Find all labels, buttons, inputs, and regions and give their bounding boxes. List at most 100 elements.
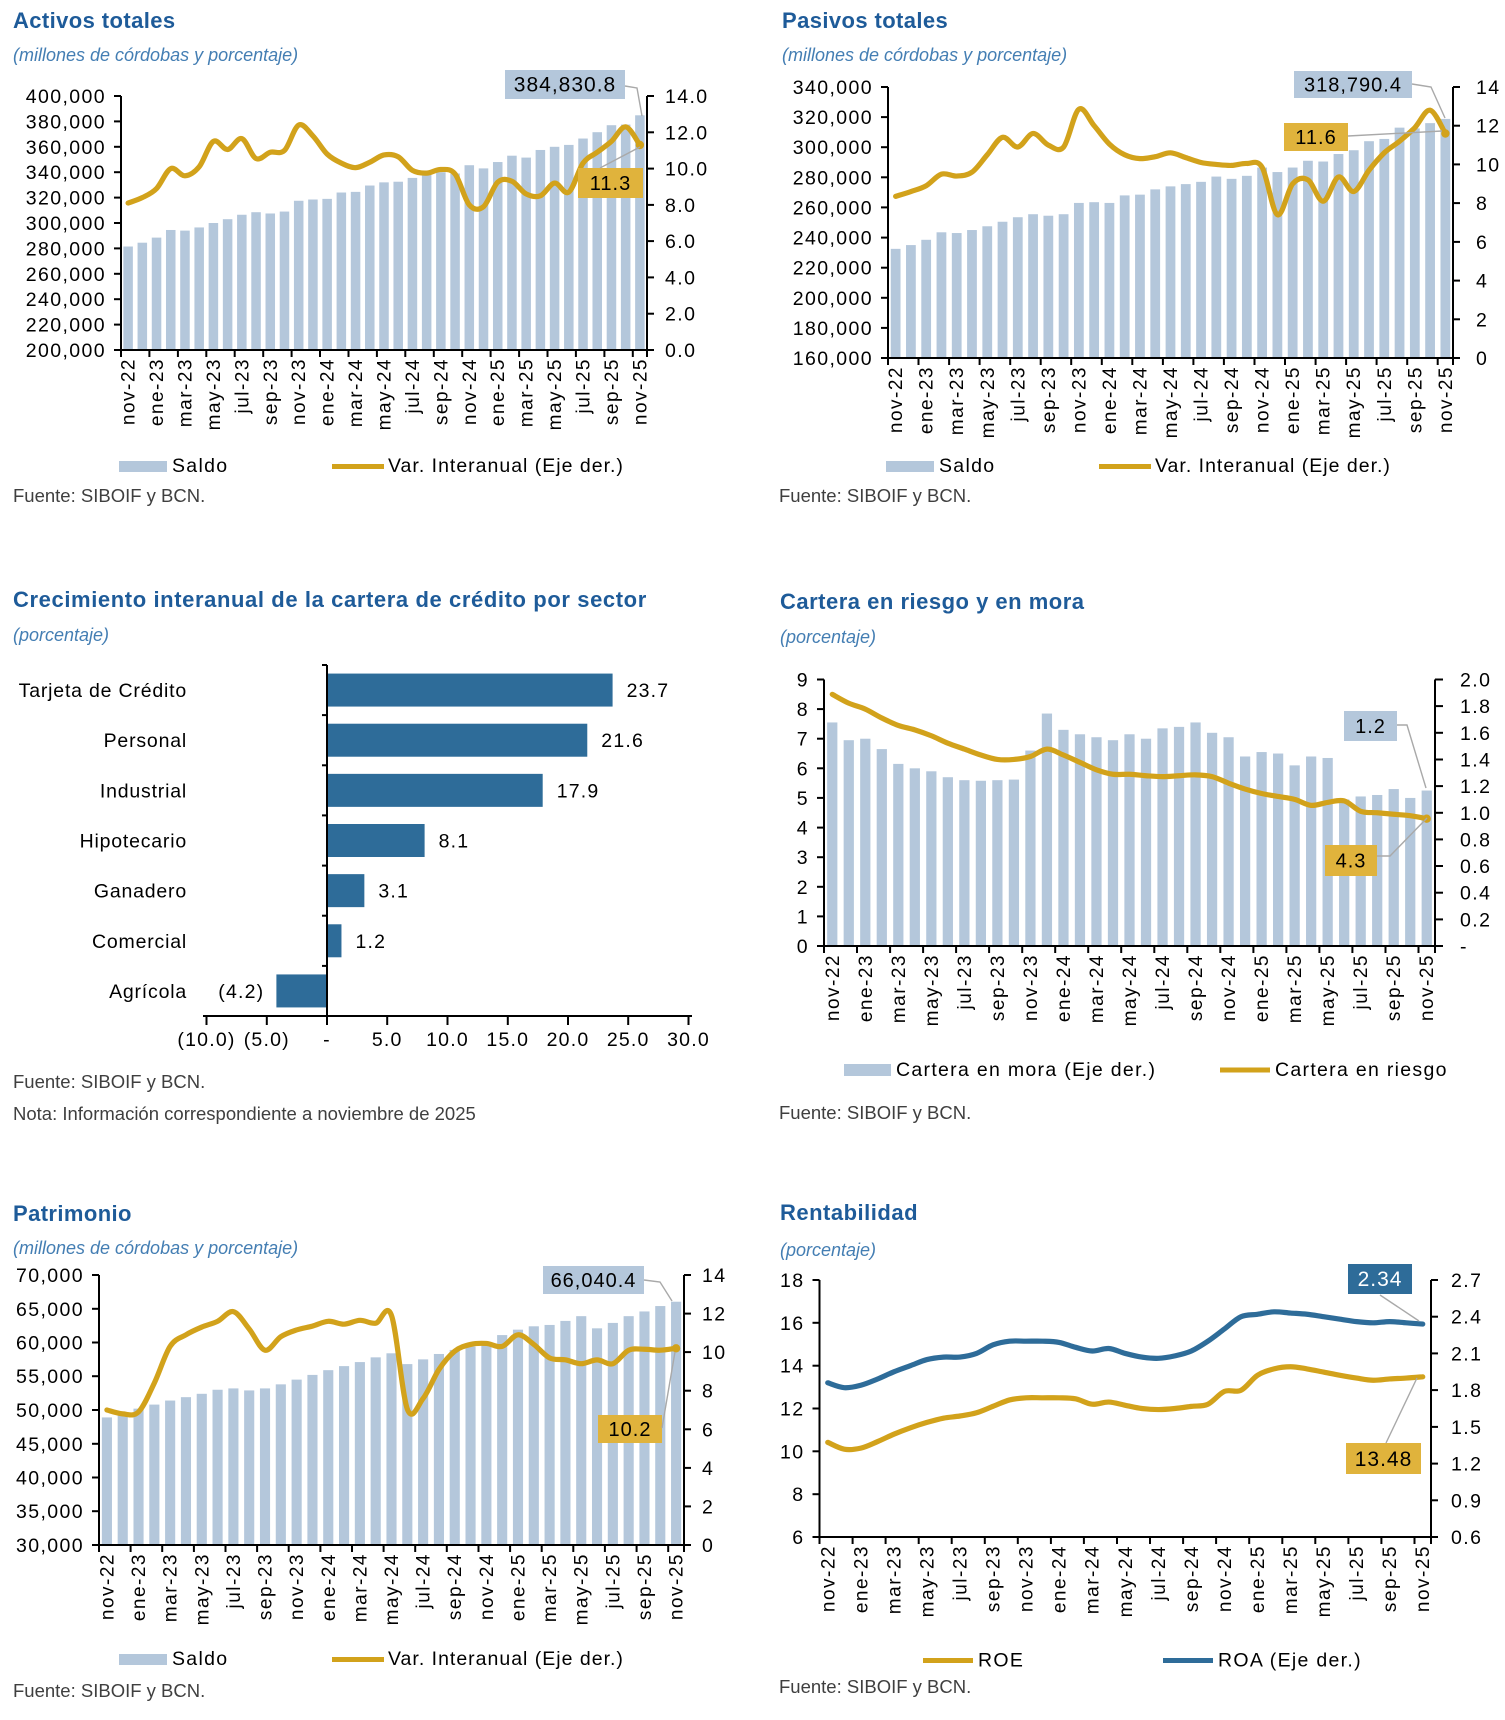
svg-text:may-23: may-23 <box>204 358 225 430</box>
svg-text:240,000: 240,000 <box>793 228 873 250</box>
svg-text:360,000: 360,000 <box>26 137 106 159</box>
svg-text:1.8: 1.8 <box>1460 696 1491 718</box>
svg-text:Pasivos totales: Pasivos totales <box>782 8 948 33</box>
svg-text:-: - <box>323 1029 331 1051</box>
svg-text:Cartera en riesgo: Cartera en riesgo <box>1275 1059 1448 1081</box>
svg-text:0.4: 0.4 <box>1460 883 1491 905</box>
svg-text:sep-25: sep-25 <box>1380 1545 1401 1612</box>
svg-text:Var. Interanual (Eje der.): Var. Interanual (Eje der.) <box>1155 455 1391 477</box>
svg-text:sep-25: sep-25 <box>635 1553 656 1620</box>
svg-text:6: 6 <box>792 1527 804 1549</box>
svg-text:ene-23: ene-23 <box>917 366 938 434</box>
svg-text:nov-23: nov-23 <box>1021 954 1042 1021</box>
svg-text:2.1: 2.1 <box>1451 1343 1482 1365</box>
svg-text:jul-23: jul-23 <box>955 954 976 1010</box>
svg-text:Nota: Información correspondie: Nota: Información correspondiente a novi… <box>13 1103 476 1124</box>
svg-text:9: 9 <box>797 670 809 692</box>
svg-text:mar-24: mar-24 <box>1131 366 1152 435</box>
svg-text:384,830.8: 384,830.8 <box>514 74 616 97</box>
svg-text:nov-23: nov-23 <box>289 358 310 425</box>
svg-text:ene-24: ene-24 <box>318 358 339 426</box>
svg-text:ene-25: ene-25 <box>509 1553 530 1621</box>
svg-text:may-24: may-24 <box>1120 954 1141 1026</box>
svg-text:0.9: 0.9 <box>1451 1490 1482 1512</box>
svg-text:1.2: 1.2 <box>1451 1454 1482 1476</box>
svg-text:8.1: 8.1 <box>439 831 470 853</box>
svg-text:180,000: 180,000 <box>793 318 873 340</box>
svg-text:200,000: 200,000 <box>26 340 106 362</box>
svg-text:nov-22: nov-22 <box>97 1553 118 1620</box>
svg-text:318,790.4: 318,790.4 <box>1304 75 1402 97</box>
svg-text:1.2: 1.2 <box>1460 776 1491 798</box>
svg-text:6: 6 <box>1476 232 1488 254</box>
svg-text:mar-25: mar-25 <box>1314 366 1335 435</box>
svg-text:Ganadero: Ganadero <box>94 881 187 903</box>
svg-text:nov-25: nov-25 <box>1413 1545 1434 1612</box>
svg-text:mar-23: mar-23 <box>161 1553 182 1622</box>
svg-text:0: 0 <box>1476 348 1488 370</box>
svg-text:400,000: 400,000 <box>26 86 106 108</box>
svg-text:jul-23: jul-23 <box>224 1553 245 1609</box>
svg-text:0.6: 0.6 <box>1460 856 1491 878</box>
svg-text:8: 8 <box>1476 193 1488 215</box>
svg-text:6: 6 <box>797 758 809 780</box>
svg-text:nov-22: nov-22 <box>119 358 140 425</box>
svg-text:6.0: 6.0 <box>665 231 696 253</box>
svg-text:ene-24: ene-24 <box>1050 1545 1071 1613</box>
svg-text:nov-22: nov-22 <box>823 954 844 1021</box>
svg-text:12: 12 <box>702 1304 727 1326</box>
svg-text:300,000: 300,000 <box>793 137 873 159</box>
svg-text:14: 14 <box>1476 77 1501 99</box>
svg-text:70,000: 70,000 <box>16 1265 84 1287</box>
svg-text:ene-23: ene-23 <box>147 358 168 426</box>
svg-text:340,000: 340,000 <box>793 77 873 99</box>
svg-text:1.2: 1.2 <box>1355 716 1386 738</box>
svg-text:ene-25: ene-25 <box>488 358 509 426</box>
svg-text:nov-25: nov-25 <box>667 1553 688 1620</box>
svg-text:5: 5 <box>797 788 809 810</box>
svg-text:nov-24: nov-24 <box>1253 366 1274 433</box>
svg-text:may-25: may-25 <box>545 358 566 430</box>
svg-text:Agrícola: Agrícola <box>109 981 187 1003</box>
svg-text:jul-23: jul-23 <box>951 1545 972 1601</box>
svg-text:30.0: 30.0 <box>667 1029 710 1051</box>
svg-text:10.2: 10.2 <box>609 1419 652 1441</box>
svg-text:200,000: 200,000 <box>793 288 873 310</box>
svg-text:1.4: 1.4 <box>1460 750 1491 772</box>
svg-text:Saldo: Saldo <box>172 1648 228 1670</box>
svg-text:220,000: 220,000 <box>793 258 873 280</box>
svg-text:3: 3 <box>797 847 809 869</box>
svg-text:2: 2 <box>797 877 809 899</box>
svg-text:35,000: 35,000 <box>16 1501 84 1523</box>
svg-text:13.48: 13.48 <box>1355 1448 1413 1471</box>
svg-text:8: 8 <box>702 1381 714 1403</box>
svg-text:0: 0 <box>797 936 809 958</box>
svg-text:sep-23: sep-23 <box>1039 366 1060 433</box>
svg-text:18: 18 <box>780 1270 805 1292</box>
svg-text:320,000: 320,000 <box>793 107 873 129</box>
svg-text:10.0: 10.0 <box>665 159 709 181</box>
svg-text:sep-24: sep-24 <box>1182 1545 1203 1612</box>
svg-text:260,000: 260,000 <box>793 197 873 219</box>
svg-text:2.34: 2.34 <box>1358 1268 1403 1291</box>
svg-text:sep-24: sep-24 <box>445 1553 466 1620</box>
svg-text:(10.0): (10.0) <box>177 1029 235 1051</box>
svg-text:sep-23: sep-23 <box>256 1553 277 1620</box>
svg-text:mar-23: mar-23 <box>884 1545 905 1614</box>
svg-text:1.2: 1.2 <box>356 931 387 953</box>
svg-text:66,040.4: 66,040.4 <box>551 1270 637 1292</box>
svg-text:mar-25: mar-25 <box>1285 954 1306 1023</box>
svg-text:Crecimiento interanual de la c: Crecimiento interanual de la cartera de … <box>13 587 647 612</box>
svg-text:10.0: 10.0 <box>426 1029 469 1051</box>
svg-text:sep-23: sep-23 <box>984 1545 1005 1612</box>
svg-text:nov-24: nov-24 <box>1219 954 1240 1021</box>
svg-text:sep-25: sep-25 <box>602 358 623 425</box>
svg-text:12.0: 12.0 <box>665 122 709 144</box>
svg-text:may-25: may-25 <box>572 1553 593 1625</box>
svg-text:may-24: may-24 <box>382 1553 403 1625</box>
svg-text:mar-25: mar-25 <box>517 358 538 427</box>
svg-text:0.0: 0.0 <box>665 340 696 362</box>
svg-text:mar-24: mar-24 <box>1083 1545 1104 1614</box>
svg-text:8.0: 8.0 <box>665 195 696 217</box>
svg-text:Hipotecario: Hipotecario <box>80 831 187 853</box>
